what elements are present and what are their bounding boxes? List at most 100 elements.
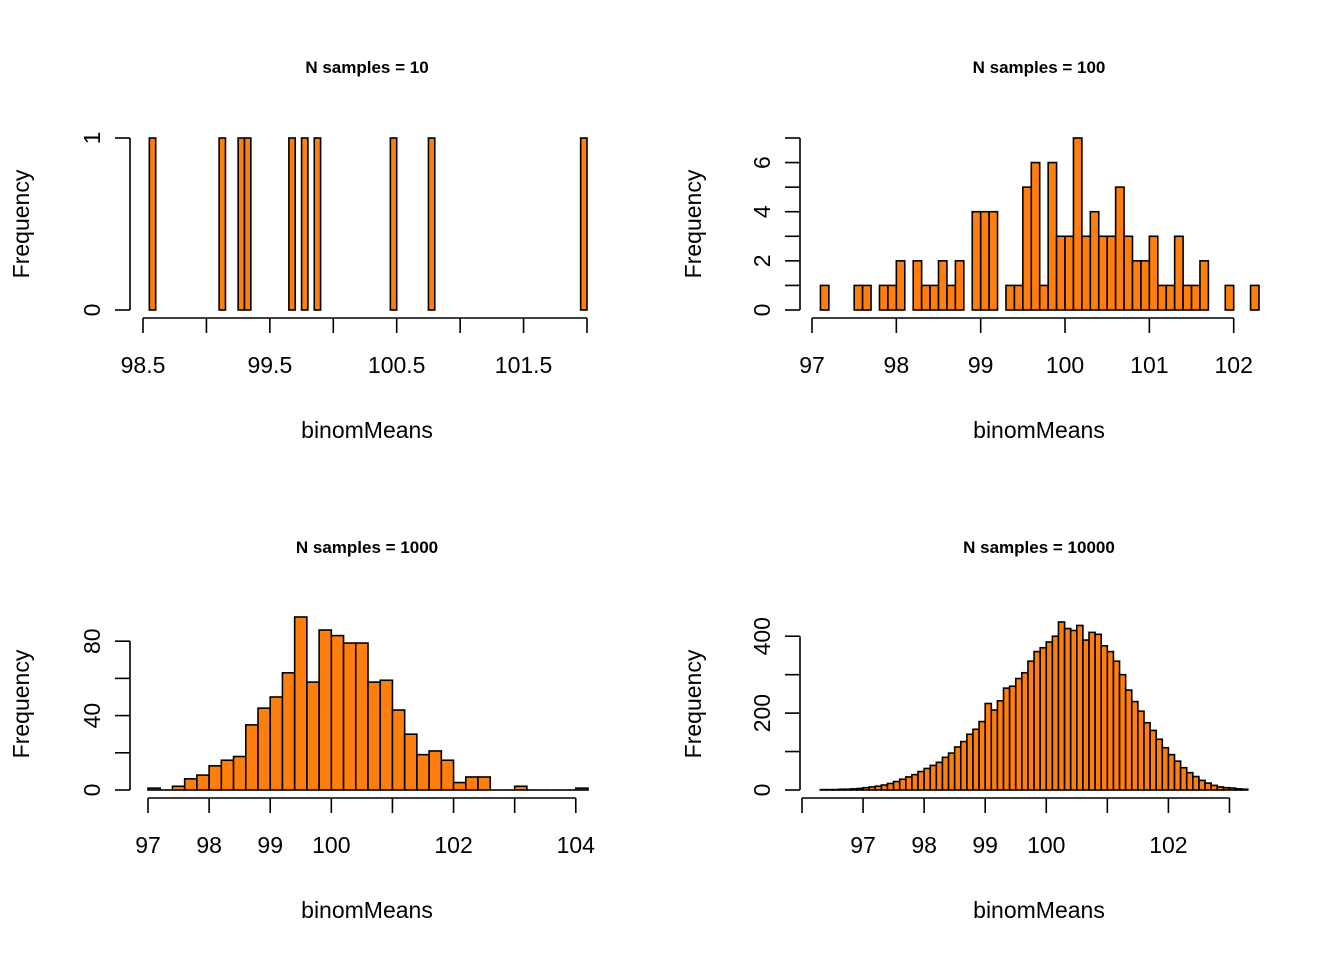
histogram-bar [1192, 775, 1200, 791]
histogram-bar [1198, 779, 1206, 791]
y-axis-label: Frequency [8, 169, 34, 278]
histogram-bar [220, 759, 235, 791]
histogram-bar [574, 787, 589, 791]
histogram-bar [946, 284, 957, 311]
histogram-bar [837, 788, 846, 791]
histogram-bar [887, 284, 898, 311]
y-tick-label: 4 [749, 205, 775, 218]
y-tick-label: 0 [749, 304, 775, 317]
x-tick-label: 97 [799, 352, 825, 378]
histogram-bar [147, 787, 162, 791]
histogram-bar [935, 761, 944, 791]
histogram-bar [1140, 260, 1151, 311]
histogram-bar [293, 616, 308, 791]
histogram-bar [1072, 137, 1083, 311]
histogram-bar [1063, 627, 1072, 791]
histogram-bar [1167, 753, 1176, 791]
histogram-bar [257, 707, 272, 791]
histogram-bar [878, 284, 889, 311]
y-tick-label: 6 [749, 156, 775, 169]
x-tick-label: 98 [884, 352, 910, 378]
x-tick-label: 97 [135, 832, 161, 858]
histogram-bar [947, 752, 956, 791]
histogram-bar [1089, 210, 1100, 311]
histogram-bar [861, 284, 872, 311]
histogram-bar [937, 260, 948, 311]
x-axis-label: binomMeans [973, 417, 1105, 443]
histogram-bar [850, 788, 858, 791]
histogram-bar [862, 786, 870, 791]
histogram-bar [1114, 186, 1125, 311]
histogram-bar [1228, 787, 1237, 791]
histogram-bar [288, 137, 297, 311]
panel-title: N samples = 10000 [963, 538, 1115, 557]
histogram-bar [452, 781, 467, 791]
histogram-bar [232, 755, 247, 791]
histogram-bar [1112, 660, 1121, 791]
histogram-bar [874, 785, 883, 791]
y-tick-label: 0 [79, 304, 105, 317]
histogram-bar [428, 750, 443, 791]
histogram-bar [1106, 650, 1115, 791]
x-tick-label: 102 [1149, 832, 1187, 858]
panel-title: N samples = 1000 [296, 538, 438, 557]
histogram-bar [941, 756, 950, 791]
x-tick-label: 99 [972, 832, 998, 858]
histogram-bar [966, 733, 974, 791]
histogram-bar [1088, 631, 1096, 791]
y-axis-label: Frequency [8, 649, 34, 758]
histogram-bar [389, 137, 398, 311]
y-axis: 0 200 400 [749, 617, 801, 797]
histogram-bar [1149, 729, 1157, 791]
histogram-bar [1161, 746, 1170, 791]
histogram-bar [1131, 260, 1142, 311]
histogram-bar [269, 696, 284, 791]
histogram-bar [243, 137, 252, 311]
histogram-bar [171, 785, 186, 791]
histogram-bar [1094, 633, 1103, 791]
histogram-bar [1030, 161, 1041, 311]
histogram-bar [996, 700, 1005, 791]
x-tick-label: 97 [850, 832, 876, 858]
histogram-bar [971, 210, 982, 311]
histogram-bar [1185, 771, 1194, 791]
histogram-bar [984, 702, 993, 791]
histogram-bar [1156, 284, 1168, 311]
x-tick-label: 102 [1215, 352, 1253, 378]
histogram-bar [1038, 284, 1049, 311]
histogram-bar [972, 728, 980, 791]
histogram-bar [330, 634, 345, 791]
histogram-panel-n10: N samples = 10 98.5 99.5 100.5 101.5 01 bin… [8, 58, 588, 443]
histogram-bar [843, 788, 852, 791]
histogram-bar [929, 764, 938, 791]
histogram-bar [959, 740, 968, 791]
bars [819, 621, 1249, 791]
histogram-bar [1100, 645, 1109, 791]
histogram-bar [886, 782, 895, 791]
histogram-bar [313, 137, 322, 311]
histogram-bar [318, 629, 333, 791]
histogram-bar [1002, 687, 1011, 791]
histogram-bar [1137, 710, 1145, 791]
y-axis: 0 2 4 6 [749, 137, 801, 317]
x-tick-label: 99.5 [247, 352, 292, 378]
histogram-bar [1106, 235, 1117, 311]
y-tick-label: 400 [749, 617, 775, 655]
y-tick-label: 0 [79, 784, 105, 797]
y-tick-label: 40 [79, 703, 105, 729]
histogram-bar [1222, 786, 1231, 791]
histogram-bar [1045, 641, 1054, 791]
histogram-bar [1069, 629, 1078, 791]
histogram-bar [979, 210, 990, 311]
y-tick-label: 0 [749, 784, 775, 797]
x-axis-label: binomMeans [301, 897, 433, 923]
bars [819, 137, 1260, 311]
histogram-bar [856, 787, 864, 791]
histogram-bar [208, 765, 223, 791]
histogram-bar [1076, 624, 1084, 791]
x-axis: 97 98 99 100 101 102 [799, 317, 1253, 378]
histogram-bar [978, 720, 986, 791]
histogram-panel-n10000: N samples = 10000 97 98 99 100 102 0 200 400 b… [680, 538, 1249, 923]
histogram-bar [1216, 786, 1225, 791]
